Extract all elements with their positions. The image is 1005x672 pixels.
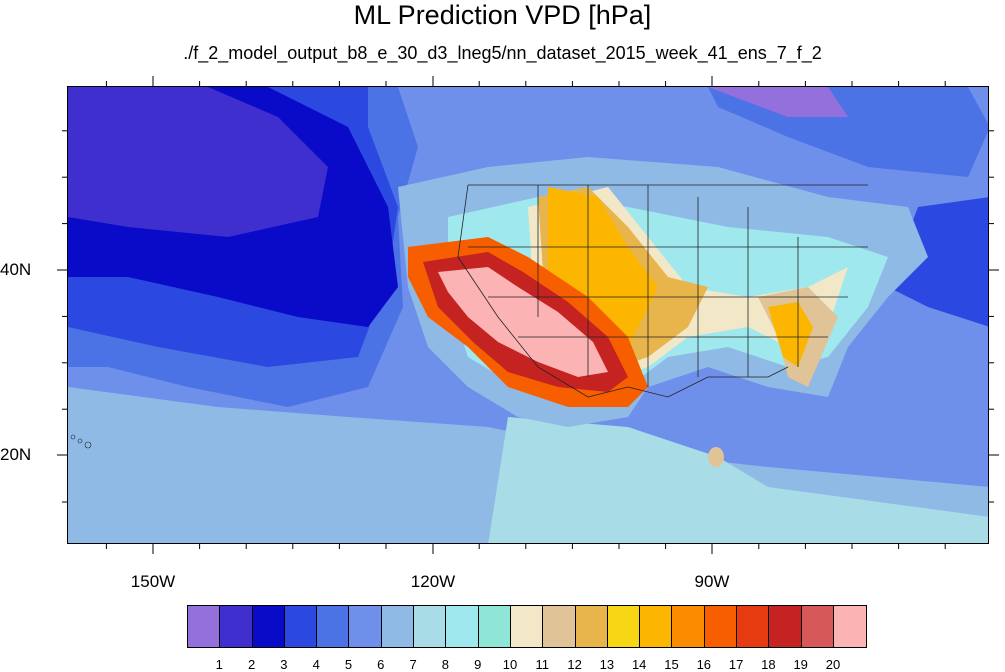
- hudson-bay-patch: [708, 87, 848, 117]
- desert-extreme-zone: [438, 267, 608, 377]
- colorbar-label: 18: [761, 657, 776, 672]
- colorbar-label: 12: [567, 657, 582, 672]
- colorbar-label: 10: [502, 657, 518, 672]
- colorbar-swatch: [317, 606, 350, 647]
- us-state-borders: [457, 184, 868, 398]
- colorbar-swatch: [478, 606, 511, 647]
- southeast-hot-patch: [768, 302, 813, 367]
- lon-label-90w: 90W: [694, 572, 730, 591]
- colorbar-label: 13: [599, 657, 615, 672]
- colorbar-label: 3: [280, 657, 288, 672]
- colorbar-swatch: [672, 606, 705, 647]
- colorbar-label: 11: [535, 657, 550, 672]
- colorbar-swatch: [769, 606, 802, 647]
- colorbar-swatch: [188, 606, 221, 647]
- colorbar-swatch: [607, 606, 641, 647]
- colorbar-swatch: [349, 606, 382, 647]
- colorbar-label: 7: [409, 657, 417, 672]
- colorbar-swatch: [704, 606, 738, 647]
- colorbar-swatch: [446, 606, 479, 647]
- colorbar-swatch: [381, 606, 415, 647]
- colorbar-swatch: [833, 606, 867, 647]
- page-title: ML Prediction VPD [hPa]: [353, 0, 652, 30]
- colorbar-label: 19: [793, 657, 808, 672]
- colorbar-swatch: [543, 606, 576, 647]
- colorbar-label: 1: [215, 657, 223, 672]
- colorbar-swatch: [801, 606, 834, 647]
- colorbar-swatch: [575, 606, 608, 647]
- colorbar: [187, 605, 868, 648]
- colorbar-swatch: [510, 606, 544, 647]
- cuba-patch: [708, 447, 724, 467]
- colorbar-label: 14: [631, 657, 647, 672]
- colorbar-swatch: [640, 606, 673, 647]
- lat-label-40n: 40N: [0, 260, 32, 279]
- lon-label-150w: 150W: [130, 572, 176, 591]
- page-subtitle: ./f_2_model_output_b8_e_30_d3_lneg5/nn_d…: [183, 43, 822, 63]
- colorbar-label: 4: [312, 657, 320, 672]
- colorbar-label: 2: [247, 657, 256, 672]
- colorbar-label: 8: [441, 657, 450, 672]
- lon-label-120w: 120W: [410, 572, 456, 591]
- colorbar-label: 15: [664, 657, 679, 672]
- lat-label-20n: 20N: [0, 445, 32, 464]
- vpd-map: [68, 87, 988, 543]
- colorbar-label: 6: [377, 657, 385, 672]
- colorbar-label: 9: [474, 657, 482, 672]
- colorbar-swatch: [414, 606, 447, 647]
- colorbar-label: 5: [344, 657, 353, 672]
- colorbar-swatch: [220, 606, 253, 647]
- colorbar-label: 16: [696, 657, 712, 672]
- hawaii: [70, 434, 92, 449]
- north-pacific-band: [68, 87, 328, 237]
- colorbar-swatch: [252, 606, 285, 647]
- colorbar-swatch: [737, 606, 770, 647]
- map-panel: [67, 86, 989, 544]
- colorbar-swatch: [284, 606, 318, 647]
- caribbean-band: [488, 417, 988, 543]
- colorbar-label: 17: [728, 657, 744, 672]
- colorbar-label: 20: [825, 657, 841, 672]
